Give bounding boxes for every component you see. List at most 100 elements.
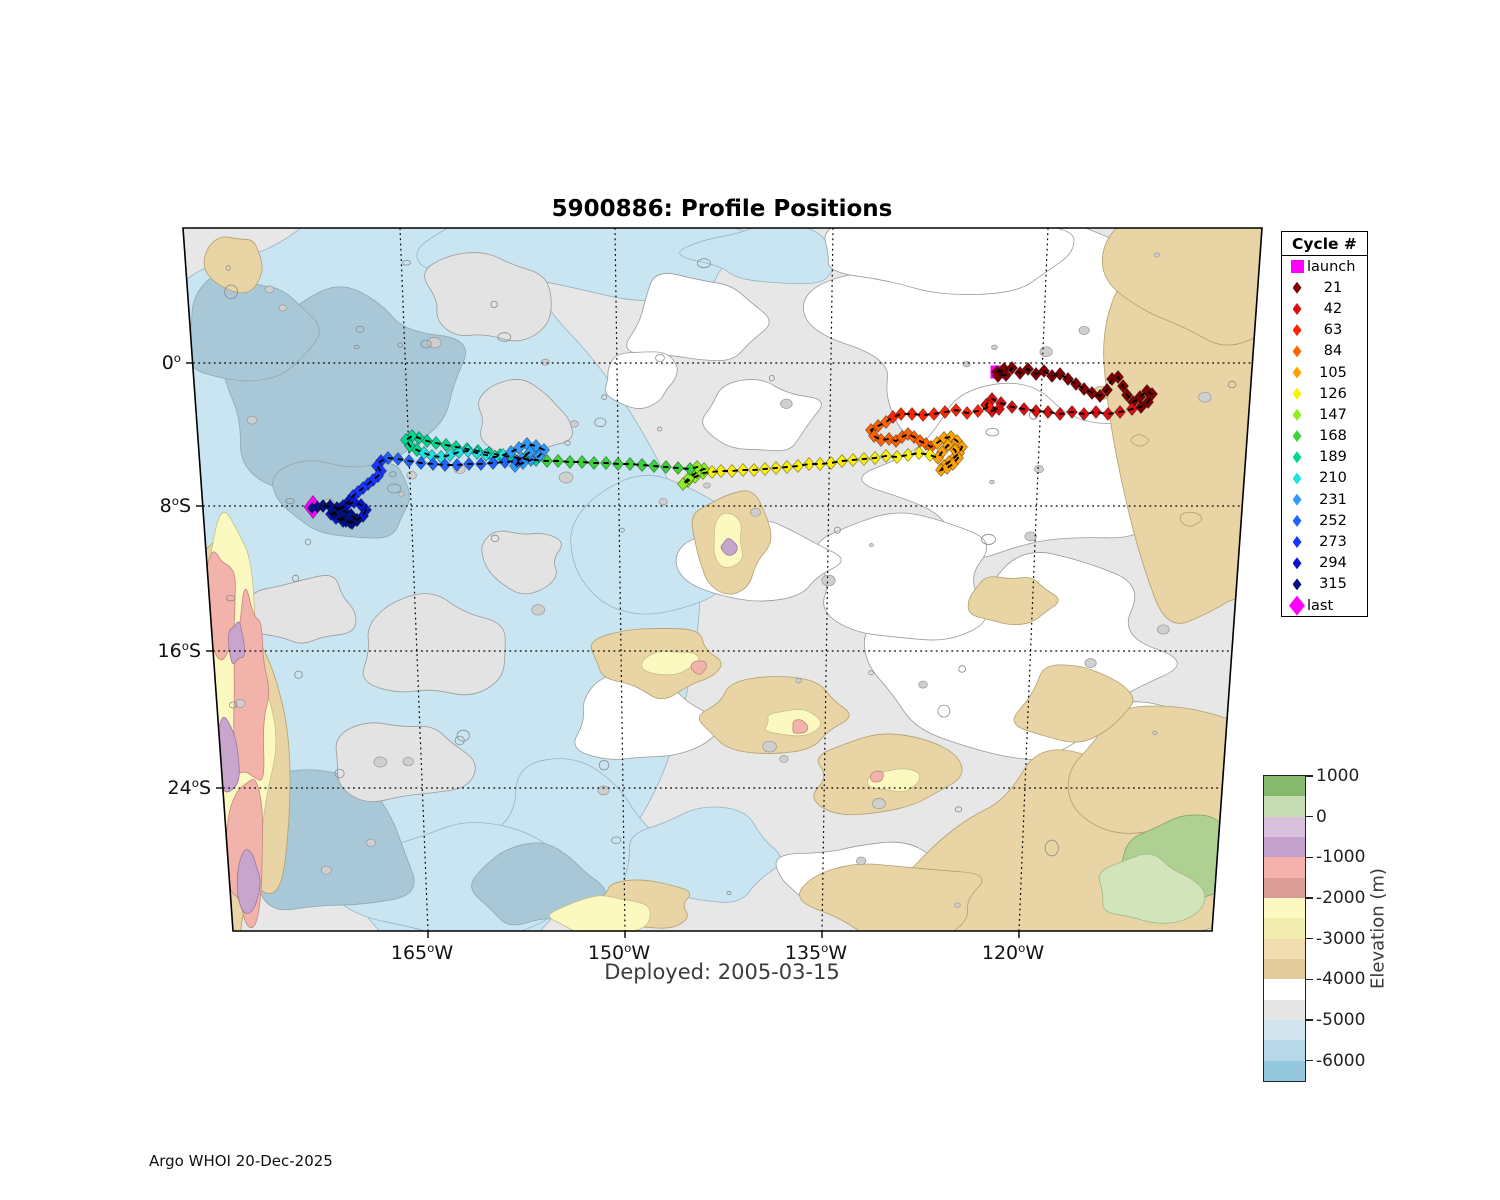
float-trajectory: [303, 360, 1158, 531]
svg-text:135oW: 135oW: [785, 941, 847, 964]
cycle-diamond-icon: [1287, 302, 1307, 315]
colorbar-tick: [1306, 815, 1313, 818]
legend-entry-label: 147: [1319, 406, 1347, 423]
legend-entry-label: 210: [1319, 470, 1347, 487]
legend-entry-label: 42: [1323, 300, 1343, 317]
cycle-diamond-icon: [1287, 536, 1307, 549]
legend-entry-last: last: [1282, 595, 1367, 616]
colorbar-tick-label: -4000: [1316, 969, 1366, 990]
colorbar-tick: [1306, 1059, 1313, 1062]
last-diamond-icon: [1287, 595, 1307, 616]
cycle-diamond-icon: [1287, 366, 1307, 379]
bathymetry-terrain: [183, 228, 1262, 931]
cycle-diamond-icon: [1287, 387, 1307, 400]
cycle-diamond-icon: [1287, 451, 1307, 464]
cycle-diamond-icon: [1287, 430, 1307, 443]
legend-entry-21: 21: [1282, 277, 1367, 298]
colorbar-tick: [1306, 897, 1313, 899]
colorbar-band: [1264, 1060, 1305, 1081]
legend-entry-294: 294: [1282, 553, 1367, 574]
legend-entry-252: 252: [1282, 510, 1367, 531]
cycle-diamond-icon: [1287, 578, 1307, 591]
colorbar-band: [1264, 836, 1305, 858]
svg-text:150oW: 150oW: [588, 941, 650, 964]
colorbar-band: [1264, 796, 1305, 817]
legend-entry-42: 42: [1282, 298, 1367, 319]
colorbar-tick-label: 0: [1316, 806, 1327, 827]
legend-entry-label: 105: [1319, 364, 1347, 381]
axis-ticks-and-labels: 165oW 150oW 135oW 120oW 0o 8oS 16oS 24oS: [158, 351, 1045, 964]
legend-entry-label: 21: [1323, 279, 1343, 296]
legend-entry-168: 168: [1282, 426, 1367, 447]
colorbar-band: [1264, 999, 1305, 1020]
colorbar-tick-label: -5000: [1316, 1010, 1366, 1030]
colorbar-band: [1264, 1040, 1305, 1061]
legend-entry-label: 168: [1319, 428, 1347, 445]
legend-entry-63: 63: [1282, 320, 1367, 341]
legend-entry-label: 315: [1319, 576, 1347, 593]
colorbar-tick: [1306, 1019, 1313, 1021]
colorbar-tick: [1306, 937, 1313, 940]
legend-entry-label: launch: [1307, 258, 1356, 275]
colorbar-band: [1264, 979, 1305, 1000]
legend-entry-label: 84: [1323, 343, 1343, 360]
legend-entry-label: 63: [1323, 322, 1343, 339]
colorbar-band: [1264, 857, 1305, 878]
legend-entry-126: 126: [1282, 383, 1367, 404]
cycle-diamond-icon: [1287, 472, 1307, 485]
svg-text:8oS: 8oS: [160, 494, 191, 517]
legend-entry-84: 84: [1282, 341, 1367, 362]
legend-entries: launch 21 42 63 84 105 126 147 168 189 210 231 252 27…: [1282, 256, 1367, 616]
colorbar-axis-label: Elevation (m): [1367, 868, 1389, 989]
legend-entry-label: last: [1307, 597, 1334, 614]
credit-text: Argo WHOI 20-Dec-2025: [149, 1152, 333, 1170]
legend-entry-105: 105: [1282, 362, 1367, 383]
colorbar-band: [1264, 1019, 1305, 1041]
legend-entry-label: 273: [1319, 534, 1347, 551]
legend-entry-label: 231: [1319, 491, 1347, 508]
legend-entry-label: 189: [1319, 449, 1347, 466]
cycle-diamond-icon: [1287, 514, 1307, 527]
legend-entry-147: 147: [1282, 404, 1367, 425]
colorbar-tick: [1306, 978, 1313, 981]
svg-text:120oW: 120oW: [982, 941, 1044, 964]
legend-cycle: Cycle # launch 21 42 63 84 105 126 147 168 189 210…: [1281, 231, 1368, 618]
svg-text:24oS: 24oS: [168, 776, 211, 799]
colorbar-band: [1264, 897, 1305, 919]
colorbar-band: [1264, 877, 1305, 898]
cycle-diamond-icon: [1287, 281, 1307, 294]
colorbar-band: [1264, 816, 1305, 837]
colorbar-tick-label: 1000: [1316, 766, 1360, 786]
colorbar-band: [1264, 918, 1305, 939]
legend-entry-189: 189: [1282, 447, 1367, 468]
legend-entry-273: 273: [1282, 531, 1367, 552]
legend-entry-label: 126: [1319, 385, 1347, 402]
svg-text:16oS: 16oS: [158, 639, 201, 662]
colorbar-tick-label: -6000: [1316, 1050, 1366, 1071]
cycle-diamond-icon: [1287, 493, 1307, 506]
colorbar-tick: [1306, 775, 1313, 777]
colorbar-band: [1264, 776, 1305, 797]
svg-text:0o: 0o: [162, 351, 181, 374]
colorbar-tick-label: -3000: [1316, 928, 1366, 949]
legend-entry-launch: launch: [1282, 256, 1367, 277]
plot-title: 5900886: Profile Positions: [551, 196, 893, 222]
graticule-gridlines: [193, 227, 1252, 932]
cycle-diamond-icon: [1287, 345, 1307, 358]
legend-entry-label: 294: [1319, 555, 1347, 572]
legend-entry-label: 252: [1319, 512, 1347, 529]
cycle-diamond-icon: [1287, 557, 1307, 570]
cycle-diamond-icon: [1287, 324, 1307, 337]
legend-entry-210: 210: [1282, 468, 1367, 489]
svg-text:165oW: 165oW: [391, 941, 453, 964]
cycle-diamond-icon: [1287, 408, 1307, 421]
colorbar-band: [1264, 958, 1305, 980]
map-frame: [182, 227, 1263, 932]
colorbar-tick-label: -2000: [1316, 888, 1366, 908]
launch-square-icon: [1287, 260, 1307, 274]
legend-title: Cycle #: [1282, 232, 1367, 256]
legend-entry-315: 315: [1282, 574, 1367, 595]
colorbar-tick-label: -1000: [1316, 847, 1366, 868]
